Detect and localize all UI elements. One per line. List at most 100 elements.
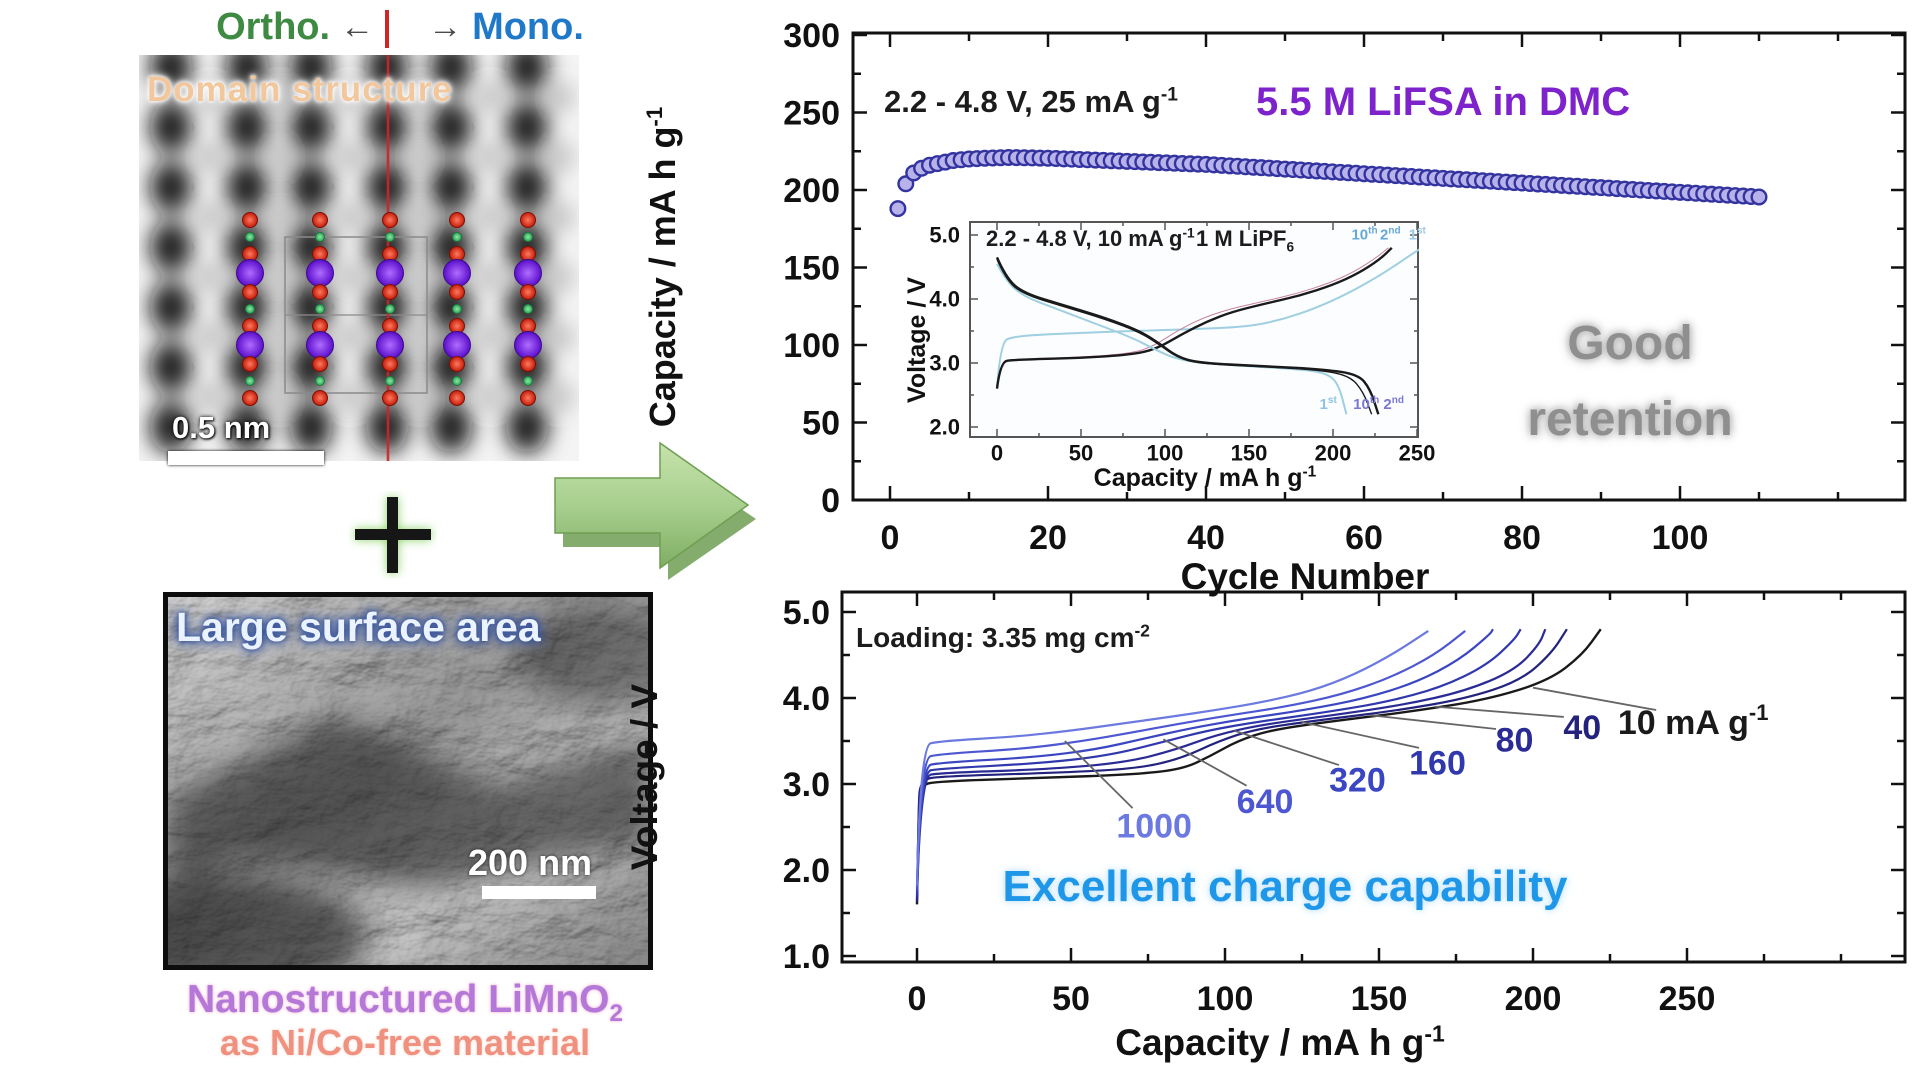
atom-column — [443, 212, 471, 406]
left-arrow-icon: ← — [340, 8, 375, 46]
tem-scalebar-label: 0.5 nm — [172, 410, 271, 445]
retention-x-axis-title: Cycle Number — [1180, 556, 1430, 597]
retention-y-tick: 50 — [802, 404, 840, 442]
inset-x-tick: 200 — [1315, 441, 1352, 466]
ortho-label: Ortho. — [216, 6, 331, 48]
inset-curve-discharge-1st — [996, 263, 1348, 415]
material-caption-line2: as Ni/Co-free material — [219, 1022, 591, 1063]
rate-label-leader — [1162, 738, 1247, 787]
retention-x-tick: 20 — [1029, 519, 1067, 557]
rate-x-tick: 250 — [1659, 980, 1716, 1018]
inset-x-tick: 50 — [1069, 441, 1093, 466]
atom-column — [376, 212, 404, 406]
retention-x-tick: 40 — [1187, 519, 1225, 557]
rate-y-tick: 5.0 — [783, 594, 830, 632]
inset-x-tick: 100 — [1147, 441, 1184, 466]
inset-conditions: 2.2 - 4.8 V, 10 mA g-1 — [986, 225, 1195, 251]
inset-y-tick: 3.0 — [929, 351, 960, 376]
rate-x-tick: 100 — [1197, 980, 1254, 1018]
tem-image — [139, 55, 579, 461]
atom-column — [236, 212, 264, 406]
retention-x-tick: 60 — [1345, 519, 1383, 557]
rate-curve-10 — [915, 628, 1602, 905]
rate-y-tick: 1.0 — [783, 938, 830, 976]
rate-label: 10 mA g-1 — [1618, 700, 1769, 742]
sem-caption: Large surface area — [176, 604, 541, 650]
rate-loading-annotation: Loading: 3.35 mg cm-2 — [856, 620, 1150, 653]
retention-x-tick: 100 — [1652, 519, 1709, 557]
retention-x-tick: 0 — [881, 519, 900, 557]
retention-y-tick: 100 — [783, 327, 840, 365]
inset-x-axis-title: Capacity / mA h g-1 — [1093, 463, 1317, 492]
retention-conditions: 2.2 - 4.8 V, 25 mA g-1 — [884, 84, 1178, 119]
inset-x-tick: 0 — [991, 441, 1003, 466]
retention-series — [889, 148, 1768, 218]
retention-y-tick: 250 — [783, 94, 840, 132]
good-retention-note-1: Good — [1567, 317, 1693, 370]
inset-y-axis-title: Voltage / V — [903, 277, 931, 403]
inset-cycle-label-bottom: 2nd — [1383, 395, 1404, 413]
atom-column — [306, 212, 334, 406]
inset-axes: 0 50 100 150 200 250 2.0 3.0 4.0 5.0 — [929, 221, 1436, 466]
rate-x-axis-title: Capacity / mA h g-1 — [1115, 1020, 1445, 1063]
rate-label-leader — [1233, 729, 1340, 766]
mono-label: Mono. — [472, 6, 584, 48]
rate-label: 640 — [1237, 783, 1294, 821]
inset-x-tick: 250 — [1399, 441, 1436, 466]
retention-y-tick: 200 — [783, 172, 840, 210]
phase-header: Ortho. ← → Mono. — [185, 6, 615, 49]
retention-y-axis-title: Capacity / mA h g-1 — [642, 106, 683, 428]
retention-axes: 0 20 40 60 80 100 0 50 100 150 200 250 300 — [783, 17, 1907, 557]
tem-caption: Domain structure — [147, 70, 453, 109]
rate-label: 320 — [1329, 762, 1386, 800]
inset-electrolyte: 1 M LiPF6 — [1196, 226, 1295, 255]
right-arrow-icon: → — [428, 8, 463, 46]
retention-x-tick: 80 — [1503, 519, 1541, 557]
good-retention-note-2: retention — [1527, 393, 1733, 446]
inset-series — [995, 246, 1419, 415]
inset-curve-discharge-2nd — [995, 256, 1380, 415]
inset-y-tick: 5.0 — [929, 223, 960, 248]
inset-y-tick: 2.0 — [929, 415, 960, 440]
transform-arrow-icon — [554, 441, 756, 580]
rate-axes: 0 50 100 150 200 250 1.0 2.0 3.0 4.0 5.0 — [783, 590, 1907, 1018]
retention-y-tick: 0 — [821, 482, 840, 520]
rate-y-axis-title: Voltage / V — [624, 683, 665, 871]
retention-y-tick: 150 — [783, 249, 840, 287]
rate-y-tick: 3.0 — [783, 766, 830, 804]
rate-label: 160 — [1409, 745, 1466, 783]
rate-curve-1000 — [915, 630, 1429, 886]
inset-cycle-label-bottom: 1st — [1320, 395, 1338, 413]
retention-y-tick: 300 — [783, 17, 840, 55]
rate-x-tick: 150 — [1351, 980, 1408, 1018]
rate-slogan: Excellent charge capability — [1002, 862, 1568, 911]
rate-label-leader — [1434, 705, 1564, 718]
rate-curve-160 — [915, 628, 1522, 896]
rate-label: 1000 — [1116, 807, 1192, 845]
rate-y-tick: 2.0 — [783, 852, 830, 890]
rate-y-tick: 4.0 — [783, 680, 830, 718]
domain-boundary-line-header — [385, 10, 389, 48]
rate-label-leader — [1532, 686, 1657, 711]
inset-y-tick: 4.0 — [929, 287, 960, 312]
capacity-point — [1750, 188, 1768, 206]
tem-scalebar — [168, 451, 324, 465]
rate-label: 80 — [1496, 721, 1534, 759]
sem-scalebar-label: 200 nm — [468, 842, 593, 883]
material-caption-line1: Nanostructured LiMnO2 — [187, 978, 623, 1027]
plus-icon — [355, 497, 431, 573]
inset-cycle-label-top: 10th — [1351, 225, 1377, 243]
sem-scalebar — [482, 886, 596, 899]
rate-label-leader — [1301, 721, 1420, 749]
rate-x-tick: 0 — [908, 980, 927, 1018]
rate-curve-80 — [915, 628, 1547, 900]
rate-x-tick: 200 — [1505, 980, 1562, 1018]
rate-x-tick: 50 — [1052, 980, 1090, 1018]
inset-cycle-label-top: 1st — [1409, 225, 1427, 243]
rate-label-leader — [1369, 714, 1497, 730]
sem-image — [163, 592, 653, 970]
inset-x-tick: 150 — [1231, 441, 1268, 466]
inset-curve-charge-1st — [996, 248, 1419, 389]
inset-curve-charge-2nd-10th — [995, 246, 1393, 389]
